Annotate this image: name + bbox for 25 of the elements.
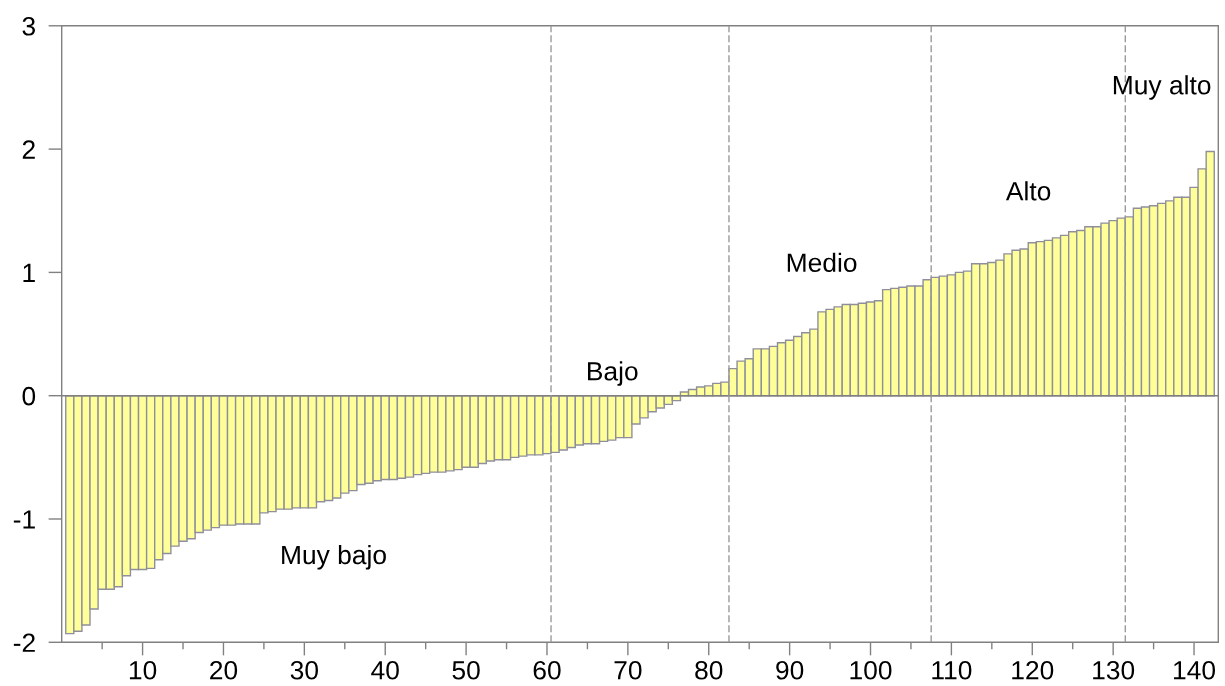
annotation: Muy alto [1113,75,1211,100]
x-tick-label: 50 [452,660,480,680]
x-tick-label: 10 [129,660,157,680]
annotation: Muy bajo [282,544,386,570]
x-tick-label: 60 [533,660,561,680]
x-tick-label: 90 [776,660,804,680]
x-tick-label: 80 [695,660,723,680]
x-tick-label: 140 [1174,660,1216,680]
annotation: Alto [1005,181,1051,201]
annotation: Medio [787,252,857,273]
y-tick-label: 0 [22,386,36,406]
x-tick-label: 120 [1012,660,1054,680]
y-tick-label: -1 [13,510,35,529]
y-tick-label: -2 [13,633,35,652]
x-tick-label: 100 [850,660,892,680]
x-tick-label: 20 [210,660,238,680]
y-tick-label: 1 [23,263,35,282]
x-tick-label: 110 [932,660,972,680]
y-tick-label: 3 [22,16,35,36]
annotation: Bajo [588,361,638,386]
x-tick-label: 30 [290,660,318,680]
x-tick-label: 70 [614,660,642,680]
x-tick-label: 130 [1093,660,1135,680]
y-tick-label: 2 [22,140,35,159]
x-tick-label: 40 [371,660,399,680]
